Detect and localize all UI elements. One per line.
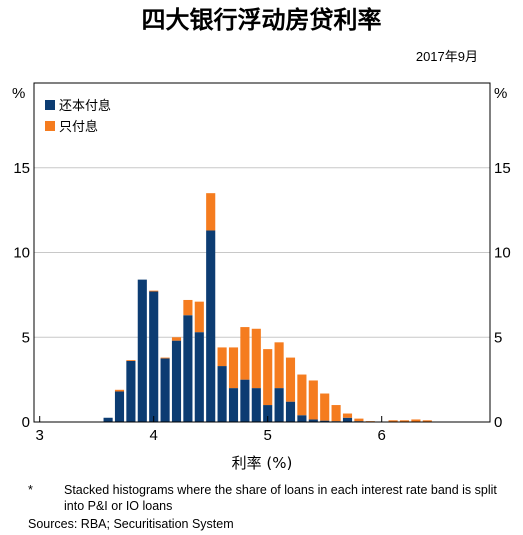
bar-io-5.7 [342,413,353,418]
legend-swatch-io [45,121,55,131]
bar-pi-5.5 [320,420,330,422]
y-axis-ticks: 0 0 5 5 10 10 15 15 [13,160,510,431]
x-axis-ticks: 3 4 5 6 [36,416,386,444]
bar-pi-4.7 [228,388,239,422]
y-tick-left-5: 5 [22,329,30,346]
bar-pi-4.3 [183,315,193,422]
bar-io-4.1 [160,357,170,359]
bar-pi-4.6 [217,366,227,422]
y-tick-left-15: 15 [13,160,30,177]
y-tick-right-10: 10 [494,245,511,262]
bar-io-4.6 [217,347,227,367]
bar-pi-5.7 [342,417,353,422]
bar-pi-5.2 [285,401,296,422]
sources: Sources: RBA; Securitisation System [28,517,234,531]
legend: 还本付息 只付息 [45,98,111,135]
legend-label-pi: 还本付息 [59,98,111,114]
x-tick-label-4: 4 [150,427,158,444]
x-tick-label-6: 6 [378,427,386,444]
bar-io-5 [263,349,273,406]
bar-io-6.4 [422,420,432,422]
gridlines [34,167,490,338]
bar-io-6.1 [388,420,398,422]
bar-pi-5.4 [308,419,318,422]
bar-pi-3.9 [137,279,147,422]
bar-io-4.9 [251,328,261,389]
bar-io-5.6 [331,405,341,422]
bar-io-6.3 [411,419,421,422]
y-tick-left-10: 10 [13,245,30,262]
bar-pi-4.1 [160,358,170,422]
histogram-chart: 四大银行浮动房贷利率 2017年9月 3 4 5 6 0 0 5 5 10 10 15 15 % %… [12,5,511,472]
chart-title: 四大银行浮动房贷利率 [142,5,382,34]
y-unit-right: % [494,85,507,102]
bar-io-5.5 [320,393,330,421]
bar-pi-3.6 [103,417,113,422]
bar-pi-5.1 [274,388,284,422]
bar-io-4.3 [183,299,193,316]
y-tick-right-15: 15 [494,160,511,177]
footnote: Stacked histograms where the share of lo… [64,483,497,513]
bar-io-4.8 [240,327,250,380]
bar-io-5.3 [297,374,307,416]
bar-pi-4.8 [240,379,250,423]
bar-io-5.4 [308,380,318,420]
bar-io-4.2 [171,337,182,341]
bar-io-4 [149,290,159,292]
bar-io-3.8 [126,360,136,361]
bar-pi-4.9 [251,388,261,422]
legend-swatch-pi [45,100,55,110]
bar-io-6.2 [399,420,410,422]
y-tick-left-0: 0 [22,414,30,431]
bar-io-5.1 [274,342,284,389]
bar-pi-3.8 [126,360,136,422]
bar-pi-4.2 [171,340,182,422]
y-tick-right-0: 0 [494,414,502,431]
bar-io-5.8 [354,418,364,422]
footnote-marker: * [28,483,33,497]
bar-pi-5 [263,405,273,422]
x-tick-label-5: 5 [264,427,272,444]
plot-frame [33,82,491,423]
bar-stacks [103,193,432,423]
x-axis-label: 利率 (%) [232,454,293,472]
bar-io-5.2 [285,357,296,402]
bar-pi-5.3 [297,415,307,422]
bar-pi-4.4 [194,332,204,422]
bar-io-4.7 [228,347,239,389]
bar-pi-4.5 [206,230,216,422]
bar-io-4.5 [206,193,216,231]
chart-date: 2017年9月 [416,49,478,64]
y-tick-right-5: 5 [494,329,502,346]
bar-io-3.7 [114,389,125,392]
bar-io-4.4 [194,301,204,333]
x-tick-label-3: 3 [36,427,44,444]
legend-label-io: 只付息 [59,119,98,135]
bar-pi-3.7 [114,391,125,422]
y-unit-left: % [12,85,25,102]
bar-pi-4 [149,291,159,422]
